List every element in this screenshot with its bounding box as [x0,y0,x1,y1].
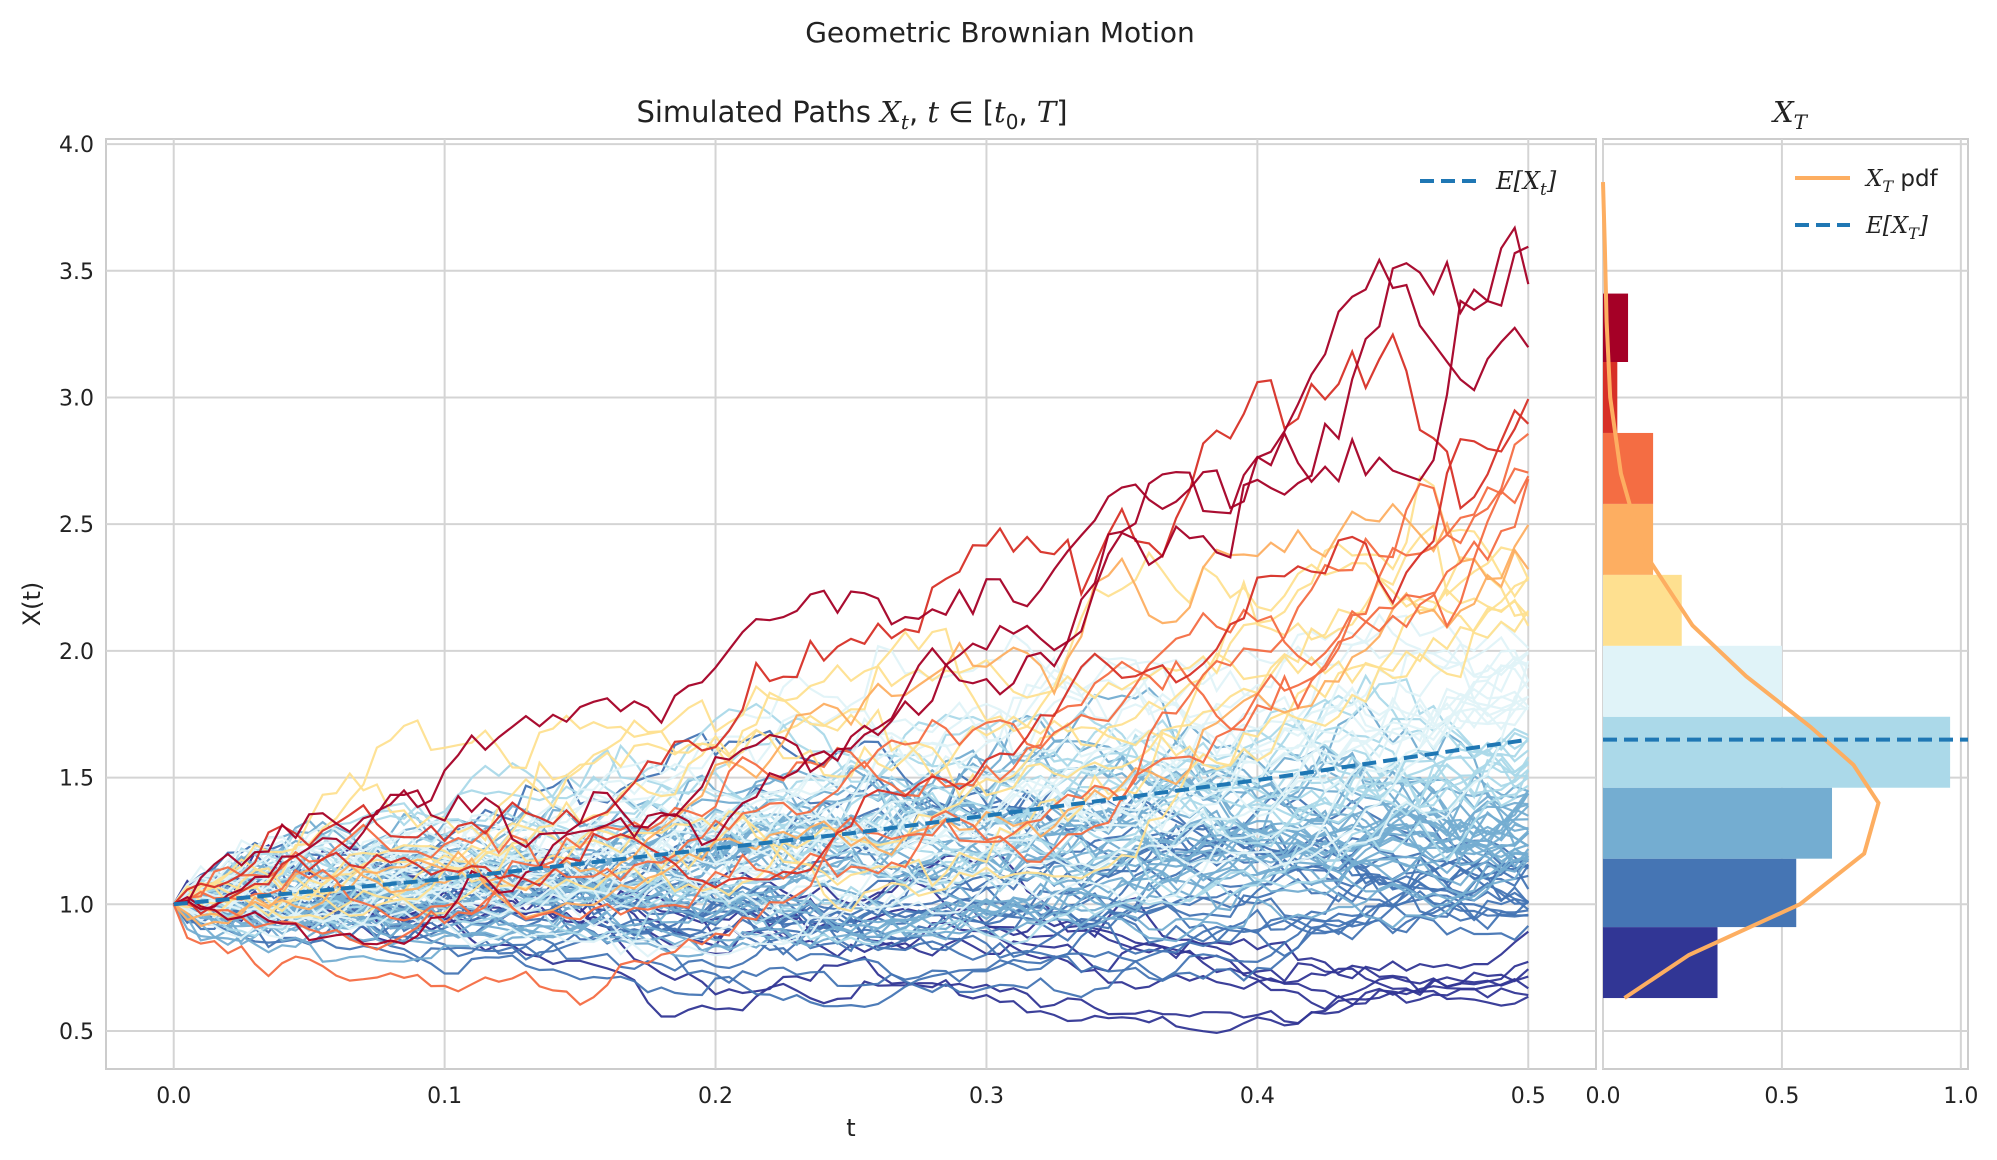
simulated-paths [172,225,1530,1035]
simulated-path [172,556,1529,917]
paths-y-tick-label: 0.5 [59,1020,94,1045]
paths-x-tick-label: 0.4 [1240,1084,1275,1109]
legend-pdf-label: XT pdf [1864,166,1939,196]
simulated-path [173,523,1530,918]
simulated-path [173,731,1529,933]
paths-panel: 0.0 0.1 0.2 0.3 0.4 0.5 0.5 1.0 1.5 2.0 2.5 3.0 3.5… [18,95,1597,1142]
terminal-distribution-panel: 0.0 0.5 1.0 XT XT pdf E[XT] [1586,95,1979,1109]
terminal-x-tick-label: 1.0 [1943,1084,1978,1109]
histogram-bar [1603,503,1654,575]
simulated-path [173,478,1530,951]
paths-legend: E[Xt] [1420,167,1557,200]
simulated-path [173,679,1530,906]
expected-value-line [173,737,1529,907]
paths-x-tick-label: 0.5 [1511,1084,1546,1109]
paths-y-tick-label: 1.0 [59,893,94,918]
paths-y-tick-label: 1.5 [59,767,94,792]
paths-x-axis-label: t [846,1114,855,1142]
simulated-path [173,576,1530,913]
paths-x-tick-label: 0.1 [427,1084,462,1109]
histogram-bar [1603,858,1797,928]
paths-y-tick-label: 3.0 [59,386,94,411]
paths-title: Simulated Paths Xt, t ∈ [t0, T] [636,95,1067,134]
simulated-path [172,578,1529,915]
legend-terminal-mean-label: E[XT] [1865,213,1928,243]
simulated-path [172,331,1530,906]
simulated-path [173,713,1529,906]
terminal-x-tick-label: 0.0 [1586,1084,1621,1109]
paths-x-tick-label: 0.3 [969,1084,1004,1109]
simulated-path [173,588,1530,920]
terminal-title: XT [1771,95,1809,134]
paths-y-axis-label: X(t) [18,582,46,627]
simulated-path [173,702,1530,915]
terminal-x-tick-label: 0.5 [1764,1084,1799,1109]
paths-y-tick-label: 2.0 [59,640,94,665]
simulated-path [173,398,1530,916]
simulated-path [172,547,1530,922]
simulated-path [173,729,1530,909]
paths-x-tick-label: 0.2 [698,1084,733,1109]
simulated-path [173,474,1530,906]
simulated-path [172,467,1529,1006]
paths-y-tick-label: 3.5 [59,260,94,285]
paths-y-tick-label: 2.5 [59,513,94,538]
paths-y-tick-label: 4.0 [59,133,94,158]
simulated-path [173,433,1529,922]
histogram-bar [1603,574,1682,646]
terminal-pdf-curve [1601,182,1881,1000]
simulated-path [173,475,1530,906]
simulated-path [173,823,1529,958]
histogram-bar [1603,716,1951,788]
paths-y-ticks: 0.5 1.0 1.5 2.0 2.5 3.0 3.5 4.0 [59,133,94,1045]
terminal-histogram [1603,293,1951,999]
simulated-path [173,750,1530,909]
terminal-x-ticks: 0.0 0.5 1.0 [1586,1084,1979,1109]
terminal-legend: XT pdf E[XT] [1795,166,1939,243]
simulated-path [173,502,1530,928]
histogram-bar [1603,787,1833,859]
simulated-path [173,225,1530,946]
histogram-bar [1603,927,1718,999]
paths-x-ticks: 0.0 0.1 0.2 0.3 0.4 0.5 [156,1084,1546,1109]
simulated-path [173,650,1529,922]
legend-expected-value-label: E[Xt] [1495,167,1557,200]
figure-suptitle: Geometric Brownian Motion [805,16,1195,49]
simulated-path [173,245,1529,906]
paths-x-tick-label: 0.0 [156,1084,191,1109]
simulated-path [173,599,1530,906]
